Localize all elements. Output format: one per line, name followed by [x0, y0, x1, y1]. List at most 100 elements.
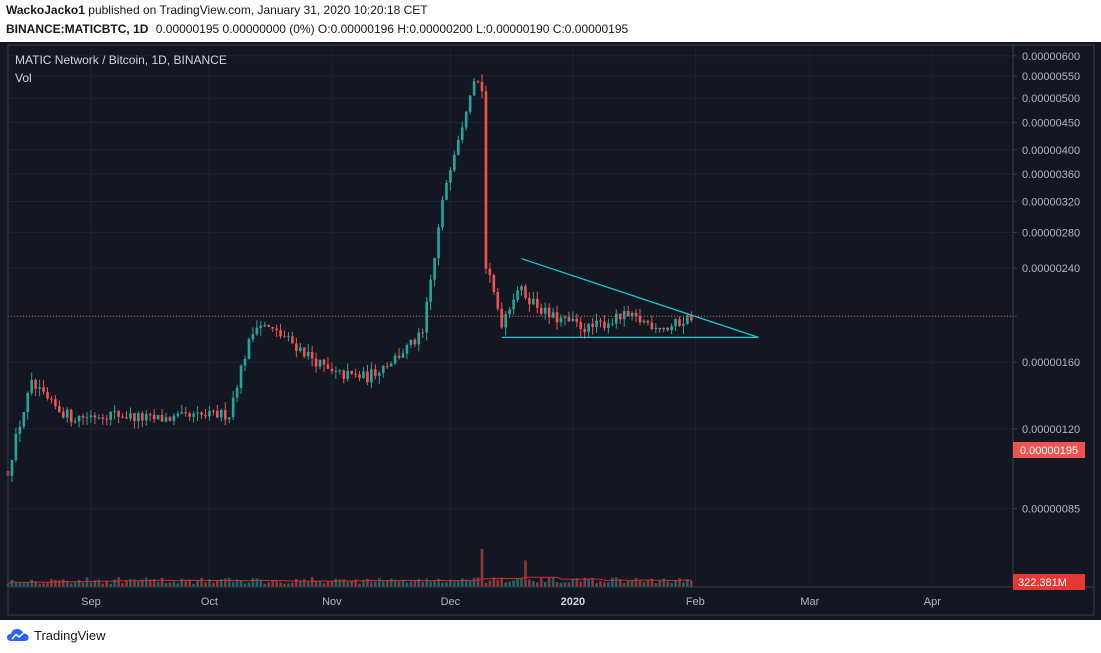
candle-body [453, 154, 456, 171]
candle-body [144, 414, 148, 421]
candle-body [46, 391, 49, 399]
candle-body [417, 332, 421, 345]
candle-body [575, 318, 579, 322]
candle-body [378, 373, 381, 376]
volume-bar [144, 577, 148, 587]
volume-bar [532, 580, 535, 587]
candle-body [188, 413, 191, 417]
candle-body [334, 370, 338, 372]
price-tick-label: 0.00000550 [1022, 71, 1080, 83]
volume-bar [113, 579, 116, 587]
volume-bar [524, 560, 527, 587]
volume-bar [488, 580, 492, 587]
candle-body [69, 409, 73, 423]
candle-body [93, 415, 97, 418]
candle-body [30, 379, 33, 394]
volume-bar [496, 579, 500, 587]
volume-bar [630, 580, 634, 587]
candle-body [176, 413, 180, 416]
volume-bar [417, 578, 421, 587]
candle-body [638, 316, 642, 323]
candle-body [101, 417, 105, 419]
candle-body [500, 308, 504, 328]
volume-bar [480, 549, 484, 587]
candle-body [121, 416, 124, 418]
candle-body [164, 417, 168, 422]
volume-bar [330, 580, 334, 587]
chart-frame [7, 44, 1095, 616]
candle-body [22, 412, 26, 427]
volume-bar [235, 579, 239, 587]
candle-body [97, 417, 101, 419]
time-tick-label: Apr [924, 596, 941, 608]
price-tick-label: 0.00000320 [1022, 196, 1080, 208]
volume-bar [583, 577, 586, 587]
volume-bar [512, 580, 515, 587]
candle-body [227, 417, 231, 420]
candle-body [362, 371, 365, 378]
candle-body [18, 426, 22, 434]
candle-body [279, 330, 282, 337]
trendlines[interactable] [501, 258, 759, 339]
last-price-label: 0.00000195 [1020, 445, 1078, 457]
volume-bar [666, 581, 669, 587]
volume-bar [528, 579, 531, 587]
candle-body [508, 309, 511, 315]
volume-bar [58, 580, 61, 587]
volume-bar [603, 582, 606, 587]
volume-bar [354, 579, 357, 587]
candle-body [480, 81, 484, 92]
time-axis[interactable]: Sep Oct Nov Dec 2020 Feb Mar Apr [81, 596, 941, 608]
candle-body [449, 170, 452, 183]
volume-bar [413, 581, 417, 587]
candle-body [235, 387, 239, 398]
price-tick-label: 0.00000240 [1022, 263, 1080, 275]
volume-bar [85, 577, 89, 587]
candle-body [686, 315, 689, 324]
candle-body [567, 317, 571, 322]
candle-body [259, 325, 263, 328]
author-name[interactable]: WackoJacko1 [6, 3, 85, 17]
price-axis[interactable]: 0.00000600 0.00000550 0.00000500 0.00000450… [1013, 51, 1080, 516]
candle-body [690, 315, 693, 321]
candle-body [330, 368, 334, 372]
published-line: WackoJacko1 published on TradingView.com… [6, 3, 428, 17]
volume-bar [543, 581, 547, 587]
time-tick-label: Feb [686, 596, 705, 608]
candle-body [306, 351, 310, 357]
volume-bar [192, 583, 195, 587]
candle-body [318, 359, 322, 367]
candle-body [160, 414, 164, 422]
volume-bars [6, 549, 693, 587]
volume-bar [38, 583, 41, 587]
candle-body [583, 328, 586, 332]
candle-body [496, 291, 500, 309]
tradingview-cloud-icon [7, 629, 29, 641]
price-tick-label: 0.00000120 [1022, 424, 1080, 436]
candle-body [156, 414, 160, 420]
volume-bar [200, 577, 203, 587]
price-tick-label: 0.00000450 [1022, 117, 1080, 129]
tradingview-footer[interactable]: TradingView [6, 624, 106, 646]
volume-bar [686, 579, 689, 587]
candle-body [251, 334, 255, 340]
volume-bar [555, 582, 559, 587]
volume-bar [429, 581, 432, 587]
volume-bar [223, 578, 227, 587]
volume-bar [366, 579, 369, 587]
volume-bar [255, 578, 259, 587]
volume-bar [216, 579, 219, 587]
candlestick-chart[interactable]: 0.00000600 0.00000550 0.00000500 0.00000450… [0, 42, 1101, 620]
candle-body [674, 319, 677, 327]
candle-body [338, 370, 342, 372]
volume-bar [42, 583, 45, 587]
candle-body [666, 327, 669, 331]
candle-body [283, 336, 286, 338]
volume-bar [504, 582, 507, 587]
volume-bar [176, 583, 180, 587]
candle-body [148, 414, 152, 416]
volume-bar [551, 577, 555, 587]
candle-body [168, 417, 172, 421]
volume-bar [508, 581, 511, 587]
volume-bar [642, 581, 646, 587]
